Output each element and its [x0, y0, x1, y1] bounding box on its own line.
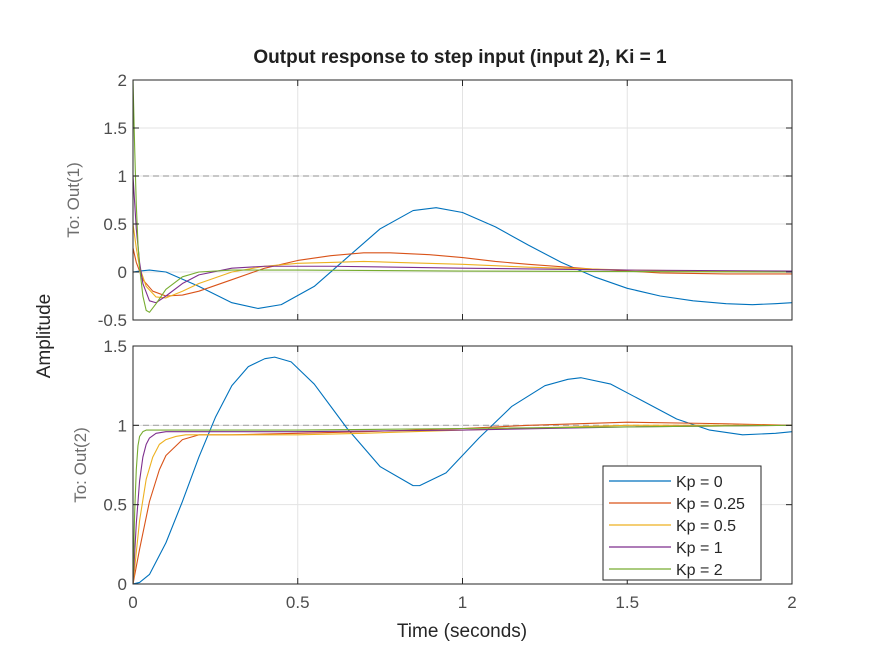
x-tick-label: 1.5 [615, 593, 639, 612]
series-line-2 [133, 247, 792, 297]
panel-label: To: Out(1) [64, 162, 83, 238]
y-tick-label: 1.5 [103, 119, 127, 138]
series-line-1 [133, 356, 792, 584]
legend-label: Kp = 0.5 [676, 518, 736, 535]
y-axis-label: Amplitude [34, 294, 55, 379]
y-tick-label: 2 [118, 71, 127, 90]
y-tick-label: 0 [118, 263, 127, 282]
x-tick-label: 0.5 [286, 593, 310, 612]
series-line-4 [133, 424, 792, 584]
y-tick-label: 0 [118, 575, 127, 594]
y-tick-label: 0.5 [103, 215, 127, 234]
x-tick-label: 1 [458, 593, 467, 612]
series-line-4 [133, 175, 792, 304]
y-tick-label: 0.5 [103, 496, 127, 515]
legend-label: Kp = 2 [676, 562, 723, 579]
series-line-5 [133, 424, 792, 584]
y-tick-label: -0.5 [98, 311, 127, 330]
legend-label: Kp = 0 [676, 474, 723, 491]
chart-title: Output response to step input (input 2),… [253, 47, 667, 68]
y-tick-label: 1 [118, 167, 127, 186]
x-tick-label: 0 [128, 593, 137, 612]
legend-label: Kp = 1 [676, 540, 723, 557]
legend-box [602, 465, 762, 581]
panel-1: -0.5 0 0.5 1 1.5 2 To: Out(1) [64, 71, 793, 330]
y-tick-label: 1 [118, 416, 127, 435]
legend: Kp = 0 Kp = 0.25 Kp = 0.5 Kp = 1 Kp = 2 [602, 465, 762, 581]
series-line-3 [133, 223, 792, 299]
x-axis-label: Time (seconds) [397, 621, 527, 642]
series-line-1 [133, 207, 792, 310]
panel-label: To: Out(2) [71, 427, 90, 503]
series-line-3 [133, 424, 792, 584]
legend-label: Kp = 0.25 [676, 496, 745, 513]
panels: -0.5 0 0.5 1 1.5 2 To: Out(1) 0 0.5 1 1.5 To: Out(2… [64, 71, 797, 612]
x-tick-label: 2 [787, 593, 796, 612]
y-tick-label: 1.5 [103, 337, 127, 356]
